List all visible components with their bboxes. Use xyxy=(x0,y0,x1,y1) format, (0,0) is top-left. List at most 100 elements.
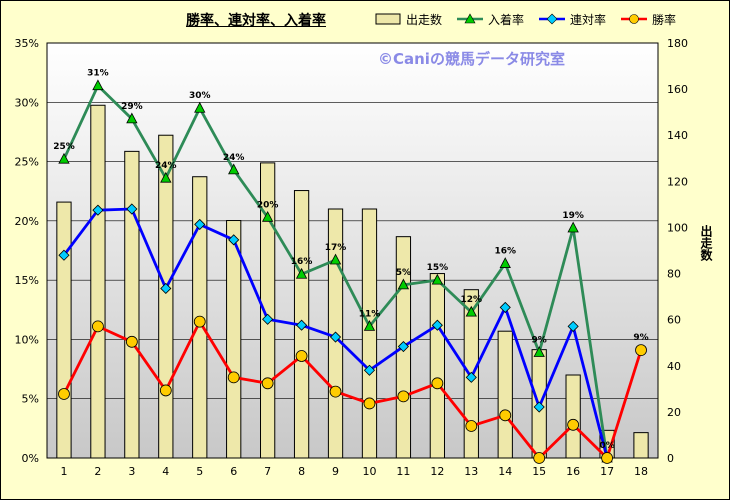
data-label-place: 24% xyxy=(223,153,245,163)
bar-starts-2 xyxy=(90,104,106,459)
legend: 出走数 入着率 連対率 勝率 xyxy=(374,10,676,28)
x-tick-label: 2 xyxy=(94,465,101,478)
marker-rentai xyxy=(329,331,342,343)
x-tick-label: 1 xyxy=(60,465,67,478)
y2-tick-label: 20 xyxy=(667,406,681,419)
marker-place xyxy=(465,305,477,317)
marker-win xyxy=(329,385,342,398)
marker-win xyxy=(193,315,206,328)
marker-rentai xyxy=(92,204,104,216)
y2-tick-label: 40 xyxy=(667,360,681,373)
marker-rentai xyxy=(431,319,443,331)
marker-win xyxy=(635,344,647,357)
data-label-place: 16% xyxy=(291,257,313,267)
data-label-place: 25% xyxy=(53,142,75,152)
data-label-place: 19% xyxy=(562,211,584,221)
marker-place xyxy=(126,112,138,124)
y-tick-label: 35% xyxy=(15,37,39,50)
data-label-place: 20% xyxy=(257,200,279,210)
bar-starts-1 xyxy=(56,201,72,459)
marker-rentai xyxy=(499,301,511,313)
marker-win xyxy=(58,388,70,400)
marker-rentai xyxy=(397,340,409,353)
bar-starts-6 xyxy=(226,220,242,459)
marker-rentai xyxy=(567,320,579,332)
marker-win xyxy=(261,377,274,390)
marker-win xyxy=(363,397,376,410)
y2-tick-label: 60 xyxy=(667,314,681,327)
marker-place xyxy=(533,346,545,357)
y2-tick-label: 100 xyxy=(667,221,688,234)
x-tick-label: 9 xyxy=(332,465,339,478)
marker-place xyxy=(92,79,104,91)
marker-place xyxy=(431,273,444,285)
x-tick-label: 3 xyxy=(128,465,135,478)
y2-axis-label: 出走数 xyxy=(699,225,713,261)
legend-label-bar: 出走数 xyxy=(406,12,443,27)
x-tick-label: 6 xyxy=(230,465,237,478)
marker-rentai xyxy=(533,401,545,413)
y2-tick-label: 140 xyxy=(667,129,688,142)
marker-win xyxy=(533,452,546,464)
marker-place xyxy=(160,171,172,183)
y-tick-label: 10% xyxy=(15,333,39,346)
legend-win-swatch xyxy=(621,14,648,24)
marker-place xyxy=(397,278,410,290)
y2-tick-label: 160 xyxy=(667,83,688,96)
x-tick-label: 10 xyxy=(362,465,376,478)
data-label-place: 16% xyxy=(494,247,516,257)
marker-win xyxy=(601,452,613,464)
bar-starts-18 xyxy=(633,432,649,459)
marker-place xyxy=(261,210,274,222)
x-tick-label: 12 xyxy=(430,465,444,478)
marker-win xyxy=(159,384,172,397)
bar-starts-4 xyxy=(158,134,174,459)
marker-rentai xyxy=(194,218,206,230)
marker-place xyxy=(329,253,342,265)
marker-place xyxy=(567,221,579,233)
x-tick-label: 8 xyxy=(298,465,305,478)
y2-tick-label: 80 xyxy=(667,268,681,281)
data-label-place: 30% xyxy=(189,91,211,101)
line-win xyxy=(62,320,643,460)
data-label-place: 29% xyxy=(121,102,143,112)
data-label-place: 9% xyxy=(532,335,547,345)
marker-win xyxy=(227,371,240,384)
marker-place xyxy=(499,257,511,268)
x-tick-label: 18 xyxy=(634,465,648,478)
legend-rentai-swatch xyxy=(539,13,566,25)
legend-item-rentai: 連対率 xyxy=(538,11,606,28)
x-tick-label: 15 xyxy=(532,465,546,478)
legend-bar-swatch xyxy=(375,13,401,25)
chart-title: 勝率、連対率、入着率 xyxy=(186,13,326,29)
marker-win xyxy=(431,377,444,390)
bar-starts-3 xyxy=(124,150,140,459)
y2-tick-label: 0 xyxy=(667,452,674,465)
marker-win xyxy=(465,420,478,432)
bar-starts-12 xyxy=(429,273,445,459)
y-tick-label: 20% xyxy=(15,215,39,228)
marker-rentai xyxy=(465,371,477,383)
legend-label-place: 入着率 xyxy=(488,12,525,27)
x-tick-label: 7 xyxy=(264,465,271,478)
data-label-place: 9% xyxy=(633,333,648,343)
marker-win xyxy=(499,409,512,422)
marker-place xyxy=(295,267,308,279)
marker-place xyxy=(228,163,240,175)
marker-win xyxy=(295,350,308,362)
plot-border xyxy=(46,42,659,459)
x-tick-label: 13 xyxy=(464,465,478,478)
x-tick-label: 5 xyxy=(196,465,203,478)
data-label-place: 12% xyxy=(461,295,483,305)
marker-win xyxy=(567,418,580,431)
marker-place xyxy=(363,320,376,331)
marker-rentai xyxy=(296,319,308,331)
legend-item-place: 入着率 xyxy=(456,11,524,28)
y-tick-label: 30% xyxy=(15,96,39,109)
bar-starts-16 xyxy=(565,374,581,459)
marker-win xyxy=(397,390,410,403)
legend-label-win: 勝率 xyxy=(652,12,677,27)
watermark: ©Caniの競馬データ研究室 xyxy=(378,50,565,68)
marker-rentai xyxy=(126,203,138,215)
